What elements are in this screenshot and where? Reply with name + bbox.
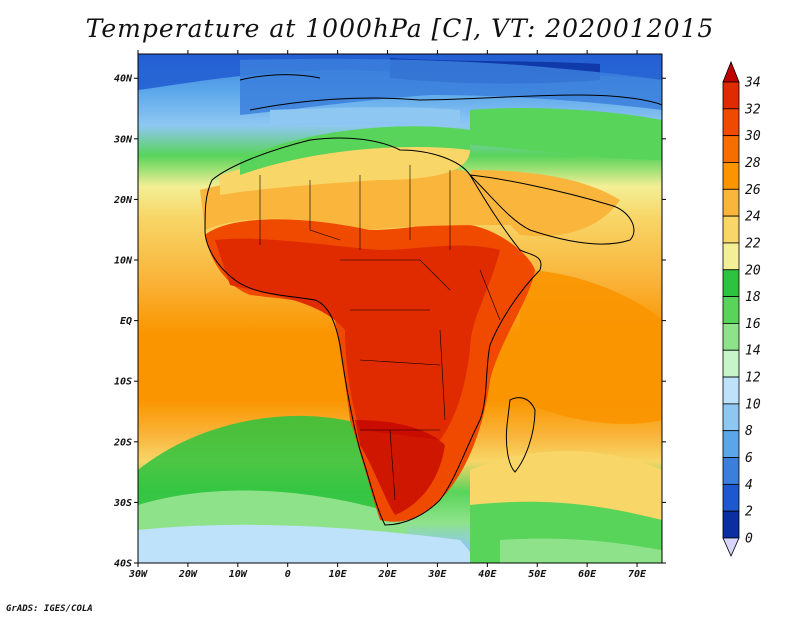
lon-tick-label: 30W [128,569,148,580]
lat-tick-label: 30S [113,498,132,509]
lon-tick-label: 40E [478,569,497,580]
colorbar-bin [722,162,740,190]
colorbar-bin [722,376,740,405]
country-borders [259,165,501,501]
colorbar-bin [722,135,740,163]
colorbar-bin [722,242,740,271]
colorbar-label: 6 [745,451,753,466]
colorbar-label: 10 [745,397,761,412]
colorbar-label: 28 [745,156,761,171]
colorbar-max-triangle [722,60,740,83]
lon-tick-label: 50E [528,569,547,580]
lat-tick-label: 20S [113,437,132,448]
lat-tick-label: EQ [120,316,132,327]
colorbar-bin [722,269,740,297]
colorbar-bin [722,108,740,137]
longitude-axis: 30W 20W 10W 0 10E 20E 30E 40E 50E 60E 70E [128,50,647,580]
coastlines [204,74,662,526]
colorbar-label: 14 [745,344,761,359]
credit-text: GrADS: IGES/COLA [6,604,93,614]
colorbar-label: 30 [744,129,761,144]
colorbar-label: 2 [745,505,753,520]
colorbar-label: 20 [745,263,761,278]
lat-tick-label: 10S [114,377,132,388]
colorbar-bin [722,483,740,512]
colorbar-label: 0 [745,532,753,547]
temperature-field [138,54,662,563]
map-frame [137,53,663,564]
colorbar-bin [722,457,740,485]
colorbar-bin [722,81,740,110]
lon-tick-label: 20W [178,569,198,580]
colorbar-bin [722,403,740,432]
lon-tick-label: 10E [329,569,348,580]
lon-tick-label: 70E [628,569,647,580]
lon-tick-label: 0 [285,569,291,580]
colorbar-label: 12 [745,371,761,386]
lat-tick-label: 40S [114,559,132,570]
colorbar-label: 26 [745,183,761,198]
lon-tick-label: 10W [229,569,248,580]
colorbar-bin [722,188,740,217]
colorbar-label: 4 [745,478,753,493]
colorbar-label: 16 [745,317,761,332]
colorbar-bin [722,349,740,378]
colorbar-bin [722,510,740,539]
lon-tick-label: 30E [427,569,447,580]
colorbar-label: 8 [745,424,753,439]
latitude-axis: 40N 30N 20N 10N EQ 10S 20S 30S 40S [113,74,666,570]
colorbar-label: 32 [744,102,761,117]
colorbar-bin [722,430,740,458]
colorbar-bin [722,323,740,351]
colorbar-bin [722,296,740,324]
colorbar-label: 34 [744,76,761,91]
colorbar-label: 18 [745,290,761,305]
colorbar-label: 24 [745,210,761,225]
lon-tick-label: 20E [377,569,397,580]
madagascar-outline [505,397,536,473]
colorbar-min-triangle [722,537,740,557]
lat-tick-label: 30N [113,134,133,145]
lat-tick-label: 10N [114,256,133,267]
lat-tick-label: 20N [113,195,133,206]
lon-tick-label: 60E [578,569,597,580]
page-title: Temperature at 1000hPa [C], VT: 20200120… [85,14,715,43]
colorbar-bin [722,215,740,244]
lat-tick-label: 40N [114,74,133,85]
colorbar-label: 22 [745,236,761,251]
